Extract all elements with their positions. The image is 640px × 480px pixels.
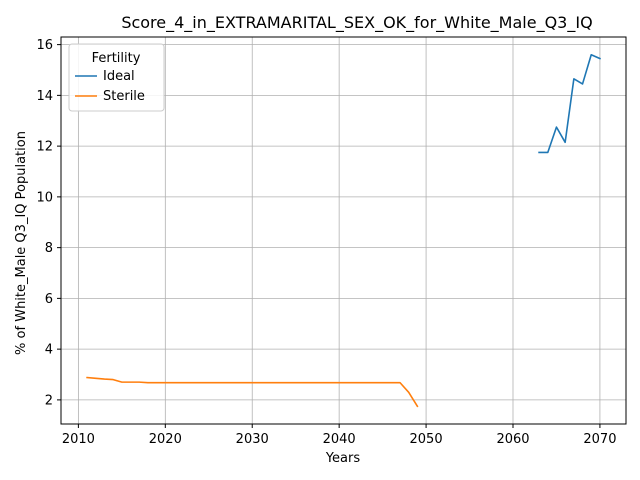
x-tick-label: 2040 [323, 432, 356, 447]
y-tick-label: 16 [36, 38, 53, 53]
y-tick-label: 2 [45, 393, 53, 408]
x-tick-label: 2010 [62, 432, 95, 447]
legend: Fertility Ideal Sterile [68, 43, 165, 112]
legend-label-ideal: Ideal [103, 69, 135, 84]
y-tick-label: 14 [36, 89, 53, 104]
x-tick-label: 2050 [410, 432, 443, 447]
y-axis-ticks: 2 4 6 8 10 12 14 16 [36, 38, 61, 408]
grid-lines [61, 37, 626, 424]
x-tick-label: 2020 [149, 432, 182, 447]
x-tick-label: 2060 [496, 432, 529, 447]
legend-label-sterile: Sterile [103, 89, 145, 104]
y-tick-label: 12 [36, 140, 53, 155]
legend-box [68, 43, 165, 112]
series-layer [86, 53, 601, 408]
legend-title: Fertility [92, 51, 141, 66]
x-axis-label: Years [325, 451, 361, 466]
x-tick-label: 2070 [583, 432, 616, 447]
series-line-ideal [538, 53, 601, 154]
y-axis-label: % of White_Male Q3_IQ Population [14, 131, 29, 355]
x-axis-ticks: 2010 2020 2030 2040 2050 2060 2070 [62, 424, 616, 447]
plot-area-frame [60, 36, 627, 425]
y-tick-label: 8 [45, 241, 53, 256]
y-tick-label: 10 [36, 190, 53, 205]
chart-title: Score_4_in_EXTRAMARITAL_SEX_OK_for_White… [121, 13, 592, 33]
y-tick-label: 6 [45, 292, 53, 307]
y-tick-label: 4 [45, 343, 53, 358]
x-tick-label: 2030 [236, 432, 269, 447]
series-line-sterile [86, 376, 419, 408]
